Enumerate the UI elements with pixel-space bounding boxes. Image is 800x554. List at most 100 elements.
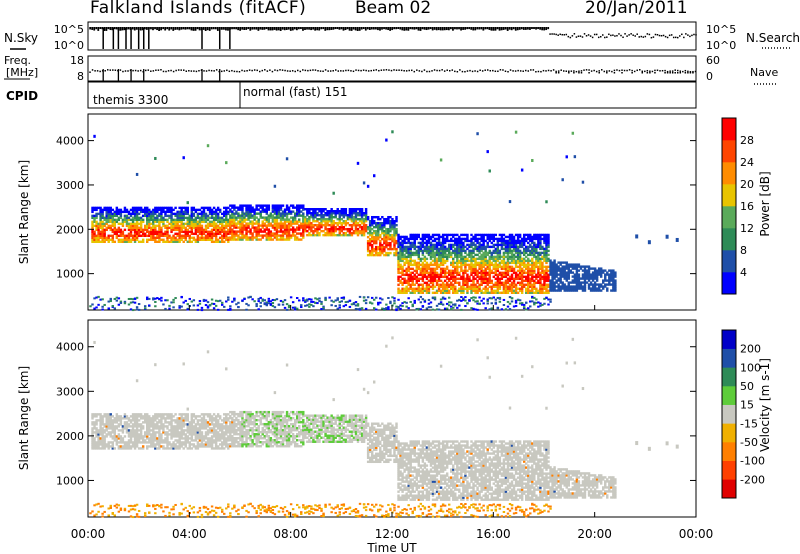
power-cell <box>579 265 583 268</box>
power-cell <box>267 214 271 217</box>
power-cell <box>227 232 230 236</box>
power-cell <box>482 279 485 283</box>
power-cell <box>470 279 473 283</box>
power-cell <box>117 216 121 220</box>
power-cell <box>267 204 271 207</box>
power-cell <box>429 301 433 304</box>
power-cell <box>397 275 400 279</box>
freq-point <box>674 69 676 71</box>
power-cell <box>419 273 423 277</box>
power-cell <box>265 224 269 227</box>
power-cell <box>131 298 135 301</box>
power-cell <box>484 281 487 285</box>
power-cell <box>306 219 309 223</box>
power-cell <box>508 267 512 271</box>
power-cell <box>251 216 254 219</box>
power-cell <box>162 224 165 228</box>
power-cell <box>512 243 516 247</box>
power-cell <box>454 269 457 273</box>
power-cell <box>243 234 246 237</box>
power-cell <box>133 210 137 214</box>
freq-point <box>122 70 124 73</box>
power-cell <box>535 251 538 255</box>
power-cell <box>263 303 266 306</box>
power-cell <box>233 297 236 300</box>
power-cell <box>129 232 133 236</box>
power-cell <box>239 216 242 219</box>
power-cell <box>443 267 447 271</box>
power-cell <box>411 243 414 247</box>
power-cell <box>435 257 439 261</box>
power-cell <box>221 301 224 304</box>
power-cell <box>498 273 502 277</box>
power-cell <box>271 232 275 235</box>
power-cell <box>360 307 364 310</box>
power-cell <box>146 208 149 212</box>
power-cell <box>559 271 562 274</box>
power-cell <box>269 232 273 235</box>
power-cell <box>387 233 390 237</box>
power-cell <box>504 279 508 283</box>
power-cell <box>423 247 427 251</box>
power-cell <box>204 299 208 302</box>
power-cell <box>316 208 319 211</box>
power-cell <box>583 279 587 282</box>
freq-point <box>418 70 421 72</box>
power-cell <box>196 234 200 238</box>
power-cell <box>263 210 266 213</box>
freq-series <box>89 69 697 81</box>
power-cell <box>237 212 240 215</box>
power-cell <box>583 283 587 286</box>
power-cell <box>259 305 262 308</box>
power-cell <box>146 214 149 218</box>
power-cell <box>484 307 487 310</box>
power-cell <box>231 232 234 235</box>
freq-point <box>623 69 626 72</box>
power-cell <box>141 214 145 218</box>
freq-point <box>210 69 213 72</box>
power-cell <box>156 210 159 214</box>
power-cell <box>403 245 406 249</box>
freq-point <box>355 69 357 71</box>
freq-point <box>573 70 575 72</box>
power-cell <box>152 234 155 238</box>
power-cell <box>135 218 139 222</box>
power-cell <box>127 297 131 300</box>
power-cell <box>131 220 135 224</box>
power-cell <box>409 243 412 247</box>
power-cell <box>447 271 451 275</box>
power-cell <box>464 263 467 267</box>
power-cell <box>460 263 463 267</box>
power-cell <box>178 238 181 242</box>
power-cell <box>364 225 368 229</box>
power-cell <box>129 308 133 311</box>
power-cell <box>91 230 94 234</box>
power-cell <box>456 255 459 259</box>
power-cell <box>387 221 390 225</box>
power-cell <box>518 251 522 255</box>
power-cell <box>154 228 157 232</box>
power-cell <box>425 233 429 237</box>
power-cell <box>464 255 467 259</box>
power-cell <box>452 265 455 269</box>
power-cell <box>462 269 465 273</box>
power-cell <box>470 287 473 291</box>
power-cell <box>233 222 236 225</box>
nsky-point <box>377 27 379 31</box>
power-cell <box>164 218 167 222</box>
power-cell <box>107 206 110 210</box>
power-cell <box>330 304 333 307</box>
power-cell <box>419 259 423 263</box>
power-cell <box>152 214 155 218</box>
power-cell <box>95 306 98 309</box>
power-cell <box>520 279 524 283</box>
power-cell <box>401 253 404 257</box>
power-cell <box>233 234 236 237</box>
power-cell <box>429 253 433 257</box>
power-cell <box>293 236 297 239</box>
power-cell <box>539 277 542 281</box>
power-cell <box>387 219 390 223</box>
power-cell <box>295 208 299 211</box>
power-cell <box>308 305 311 308</box>
power-cell <box>308 233 311 237</box>
